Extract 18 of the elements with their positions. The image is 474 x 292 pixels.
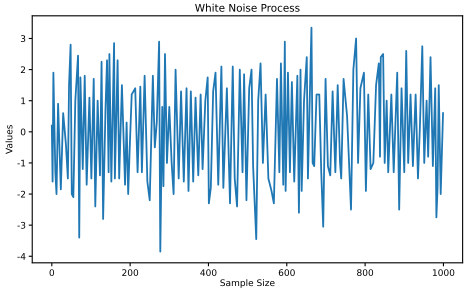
y-tick-label: -4: [17, 253, 26, 260]
y-tick-label: 1: [21, 98, 26, 104]
y-tick-label: 0: [20, 128, 26, 136]
line-series: [50, 26, 444, 253]
y-tick-label: -1: [17, 160, 26, 166]
chart-title: White Noise Process: [195, 4, 300, 12]
x-tick-label: 800: [357, 269, 374, 276]
y-tick-label: 2: [20, 66, 26, 74]
x-axis-title: Sample Size: [220, 279, 275, 288]
y-axis-title: Values: [5, 124, 12, 154]
x-tick-label: 600: [278, 269, 295, 276]
y-tick-label: -3: [17, 222, 26, 229]
x-tick-label: 400: [200, 269, 216, 276]
x-tick-label: 200: [122, 269, 138, 276]
x-tick-label: 0: [50, 269, 54, 276]
x-tick-label: 1000: [432, 269, 454, 276]
y-tick-label: 3: [20, 35, 26, 42]
y-tick-label: -2: [17, 190, 26, 198]
